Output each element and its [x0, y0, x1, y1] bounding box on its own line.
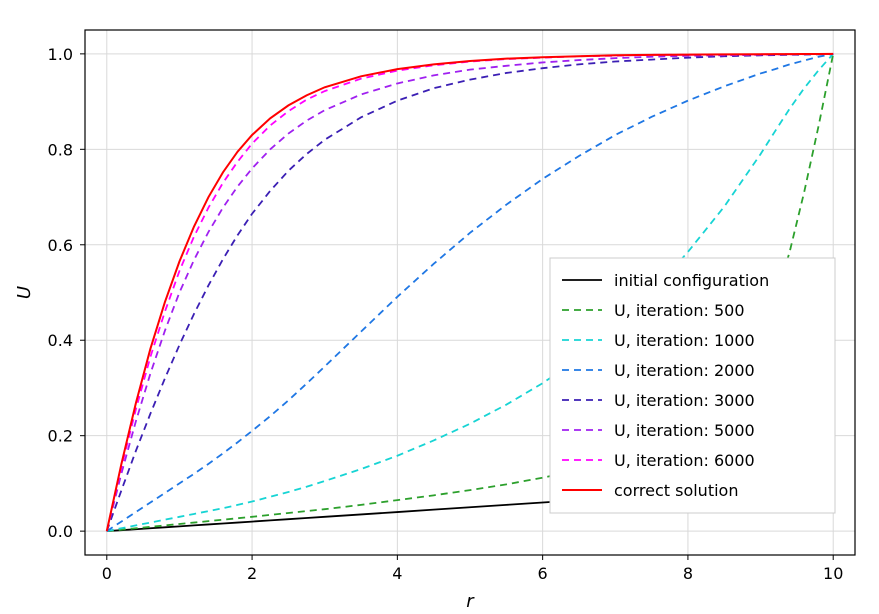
- ytick-label: 0.8: [48, 140, 73, 159]
- legend: initial configuration U, iteration: 500 U,…: [550, 258, 835, 513]
- ytick-label: 0.4: [48, 331, 73, 350]
- legend-label-iter5000: U, iteration: 5000: [614, 421, 755, 440]
- legend-label-iter6000: U, iteration: 6000: [614, 451, 755, 470]
- ytick-label: 0.2: [48, 427, 73, 446]
- legend-label-correct: correct solution: [614, 481, 738, 500]
- xtick-label: 8: [683, 564, 693, 583]
- legend-label-iter2000: U, iteration: 2000: [614, 361, 755, 380]
- chart-container: 02468100.00.20.40.60.81.0rUinitial confi…: [0, 0, 879, 614]
- legend-label-iter500: U, iteration: 500: [614, 301, 745, 320]
- ytick-label: 0.6: [48, 236, 73, 255]
- xtick-label: 2: [247, 564, 257, 583]
- ylabel: U: [14, 286, 35, 299]
- xtick-label: 10: [823, 564, 843, 583]
- xtick-label: 4: [392, 564, 402, 583]
- ytick-label: 0.0: [48, 522, 73, 541]
- ytick-label: 1.0: [48, 45, 73, 64]
- legend-label-iter1000: U, iteration: 1000: [614, 331, 755, 350]
- xtick-label: 6: [538, 564, 548, 583]
- line-chart: 02468100.00.20.40.60.81.0rUinitial confi…: [0, 0, 879, 614]
- legend-label-initial: initial configuration: [614, 271, 769, 290]
- xtick-label: 0: [102, 564, 112, 583]
- legend-label-iter3000: U, iteration: 3000: [614, 391, 755, 410]
